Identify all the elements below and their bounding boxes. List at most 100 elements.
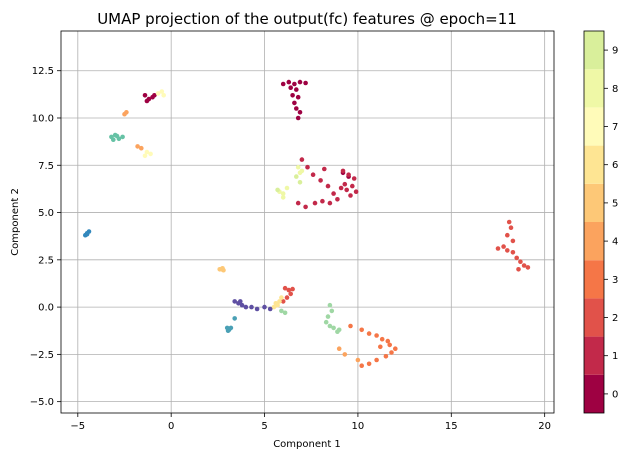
data-point <box>348 193 353 198</box>
data-point <box>495 246 501 251</box>
colorbar-segment <box>584 183 604 222</box>
x-axis-ticks: −5 0 5 10 15 20 <box>70 413 551 432</box>
data-point <box>290 93 295 98</box>
data-point <box>297 110 303 115</box>
data-point <box>505 248 510 253</box>
data-point <box>312 200 318 206</box>
data-point <box>393 346 398 352</box>
data-point <box>521 263 527 268</box>
data-point <box>353 189 359 194</box>
data-point <box>280 191 286 196</box>
colorbar-tick-label: 6 <box>612 160 618 171</box>
data-point <box>249 304 254 310</box>
colorbar-tick-label: 7 <box>612 122 618 133</box>
data-point <box>135 144 140 149</box>
plot-frame <box>60 30 555 414</box>
data-point <box>239 302 245 308</box>
data-point <box>267 306 273 312</box>
data-point <box>374 357 379 363</box>
colorbar-segment <box>584 336 604 375</box>
data-point <box>342 181 348 187</box>
colorbar-segment <box>584 145 604 184</box>
data-point <box>225 328 231 334</box>
data-point <box>325 314 331 319</box>
data-point <box>374 333 379 338</box>
data-point <box>280 81 286 87</box>
data-point <box>124 110 129 115</box>
data-point <box>303 204 308 210</box>
scatter-points <box>83 79 531 369</box>
data-point <box>342 352 348 357</box>
data-point <box>510 238 516 244</box>
data-point <box>379 336 385 342</box>
data-point <box>297 180 303 185</box>
colorbar-segment <box>584 260 604 299</box>
data-point <box>297 79 303 85</box>
data-point <box>294 174 299 179</box>
data-point <box>303 80 308 86</box>
data-point <box>338 185 344 191</box>
data-point <box>294 87 299 92</box>
data-point <box>284 185 290 191</box>
data-point <box>243 304 249 310</box>
data-point <box>320 198 325 204</box>
data-point <box>518 259 523 265</box>
chart-title: UMAP projection of the output(fc) featur… <box>97 10 517 28</box>
data-point <box>254 306 260 312</box>
y-tick-label: −5.0 <box>30 397 54 408</box>
data-point <box>295 94 301 100</box>
data-point <box>501 244 506 249</box>
data-point <box>305 164 310 170</box>
colorbar-tick-label: 8 <box>612 84 618 95</box>
colorbar-segment <box>584 374 604 413</box>
data-point <box>355 357 361 363</box>
data-point <box>220 266 225 271</box>
data-point <box>505 232 510 238</box>
colorbar-frame <box>583 30 605 414</box>
y-tick-label: −2.5 <box>30 350 54 361</box>
data-point <box>336 327 342 333</box>
x-tick-label: 0 <box>168 421 174 432</box>
data-point <box>327 302 333 308</box>
x-axis-label: Component 1 <box>273 439 341 450</box>
data-point <box>310 172 316 177</box>
data-point <box>514 255 519 261</box>
data-point <box>290 286 295 292</box>
data-point <box>228 325 234 331</box>
data-point <box>359 327 365 333</box>
colorbar-segment <box>584 107 604 146</box>
data-point <box>389 350 394 355</box>
y-tick-label: 12.5 <box>32 66 54 77</box>
data-point <box>286 79 292 85</box>
data-point <box>323 319 329 325</box>
data-point <box>284 295 290 300</box>
data-point <box>114 133 120 139</box>
data-point <box>292 81 297 87</box>
data-point <box>142 153 148 159</box>
data-point <box>506 219 512 225</box>
colorbar-tick-label: 3 <box>612 275 618 286</box>
data-point <box>383 354 389 359</box>
data-point <box>280 299 286 304</box>
data-point <box>275 187 280 193</box>
x-tick-label: −5 <box>70 421 85 432</box>
colorbar-tick-label: 1 <box>612 351 618 362</box>
data-point <box>299 157 305 162</box>
data-point <box>350 183 355 189</box>
y-tick-label: 7.5 <box>38 161 54 172</box>
data-point <box>84 232 90 237</box>
y-tick-label: 10.0 <box>32 113 54 124</box>
data-point <box>510 250 516 255</box>
colorbar-segment <box>584 69 604 108</box>
data-point <box>271 304 277 310</box>
data-point <box>238 299 243 304</box>
data-point <box>322 166 327 172</box>
data-point <box>295 200 301 206</box>
data-point <box>277 299 282 304</box>
data-point <box>282 310 288 316</box>
data-point <box>340 168 346 174</box>
data-point <box>325 183 331 189</box>
colorbar-segment <box>584 222 604 261</box>
data-point <box>280 195 286 200</box>
